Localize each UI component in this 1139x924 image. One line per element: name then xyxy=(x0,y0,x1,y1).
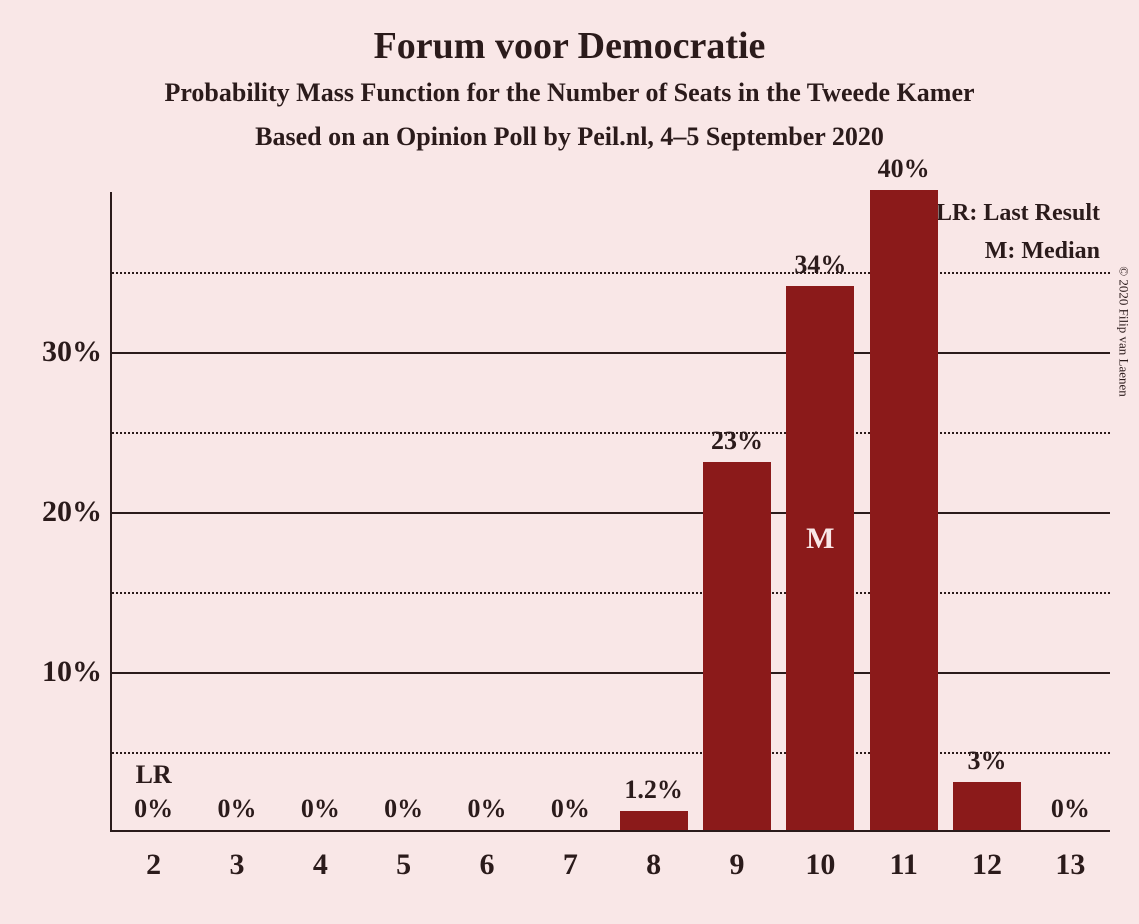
bar xyxy=(953,782,1021,830)
x-axis-label: 13 xyxy=(1055,830,1085,882)
x-axis-label: 2 xyxy=(146,830,161,882)
chart-title: Forum voor Democratie xyxy=(0,24,1139,68)
pmf-bar-chart: © 2020 Filip van Laenen Forum voor Democr… xyxy=(0,0,1139,924)
x-axis-label: 10 xyxy=(805,830,835,882)
bar-value-label: 23% xyxy=(711,426,763,456)
legend: LR: Last ResultM: Median xyxy=(936,194,1100,271)
gridline-major xyxy=(112,512,1110,514)
legend-line: M: Median xyxy=(936,232,1100,270)
median-marker: M xyxy=(806,522,834,556)
y-axis-label: 10% xyxy=(42,655,112,689)
gridline-minor xyxy=(112,592,1110,594)
x-axis-label: 6 xyxy=(480,830,495,882)
y-axis-label: 30% xyxy=(42,335,112,369)
bar-value-label: 40% xyxy=(878,154,930,184)
bar-value-label: 1.2% xyxy=(624,775,683,805)
bar xyxy=(703,462,771,830)
bar xyxy=(870,190,938,830)
last-result-marker: LR xyxy=(136,760,172,790)
bar xyxy=(786,286,854,830)
gridline-minor xyxy=(112,752,1110,754)
plot-area: 10%20%30%LR: Last ResultM: Median20%LR30… xyxy=(110,192,1110,832)
gridline-minor xyxy=(112,272,1110,274)
y-axis-label: 20% xyxy=(42,495,112,529)
bar-value-label: 0% xyxy=(551,794,590,824)
gridline-major xyxy=(112,672,1110,674)
chart-subtitle-1: Probability Mass Function for the Number… xyxy=(0,78,1139,108)
bar-value-label: 0% xyxy=(384,794,423,824)
x-axis-label: 5 xyxy=(396,830,411,882)
bar-value-label: 0% xyxy=(468,794,507,824)
x-axis-label: 4 xyxy=(313,830,328,882)
bar xyxy=(620,811,688,830)
bar-value-label: 0% xyxy=(218,794,257,824)
x-axis-label: 8 xyxy=(646,830,661,882)
x-axis-label: 9 xyxy=(730,830,745,882)
bar-value-label: 34% xyxy=(794,250,846,280)
gridline-major xyxy=(112,352,1110,354)
legend-line: LR: Last Result xyxy=(936,194,1100,232)
chart-subtitle-2: Based on an Opinion Poll by Peil.nl, 4–5… xyxy=(0,122,1139,152)
x-axis-label: 3 xyxy=(230,830,245,882)
bar-value-label: 0% xyxy=(1051,794,1090,824)
x-axis-label: 11 xyxy=(889,830,917,882)
x-axis-label: 12 xyxy=(972,830,1002,882)
bar-value-label: 3% xyxy=(968,746,1007,776)
bar-value-label: 0% xyxy=(134,794,173,824)
bar-value-label: 0% xyxy=(301,794,340,824)
gridline-minor xyxy=(112,432,1110,434)
copyright-notice: © 2020 Filip van Laenen xyxy=(1115,266,1131,396)
x-axis-label: 7 xyxy=(563,830,578,882)
